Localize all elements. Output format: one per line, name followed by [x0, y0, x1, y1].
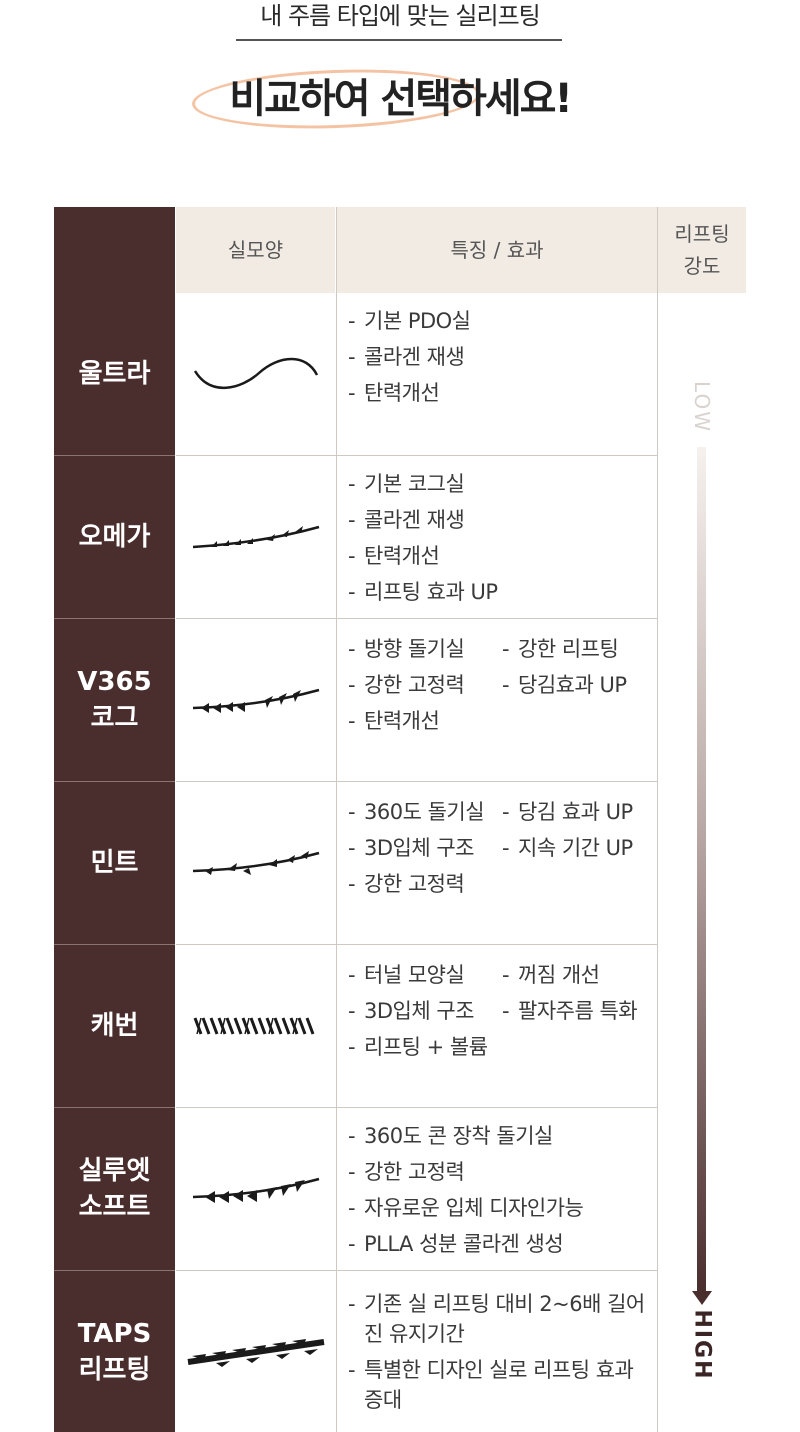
feature-item: 콜라겐 재생	[348, 339, 658, 375]
row-divider	[176, 1270, 658, 1271]
thread-shape-mint	[176, 782, 336, 944]
mint-thread-icon	[192, 851, 320, 875]
arrow-down-icon	[692, 1291, 712, 1305]
column-header-features: 특징 / 효과	[337, 207, 657, 293]
page-title: 비교하여 선택하세요!	[229, 76, 572, 122]
ultra-thread-icon	[193, 357, 319, 389]
thread-shape-v365	[176, 619, 336, 781]
feature-item: 360도 돌기실	[348, 794, 502, 830]
thread-shape-caven	[176, 945, 336, 1107]
row-divider	[54, 618, 175, 619]
feature-item: 360도 콘 장착 돌기실	[348, 1118, 658, 1154]
feature-item: 강한 리프팅	[502, 631, 656, 667]
feature-item: 당김효과 UP	[502, 667, 656, 703]
features-cell: 방향 돌기실 강한 리프팅 강한 고정력 당김효과 UP 탄력개선	[348, 631, 658, 739]
feature-item: 터널 모양실	[348, 957, 502, 993]
feature-item: PLLA 성분 콜라겐 생성	[348, 1226, 658, 1262]
feature-item: 강한 고정력	[348, 866, 502, 902]
features-cell: 기본 PDO실 콜라겐 재생 탄력개선	[348, 303, 658, 411]
thread-shape-omega	[176, 456, 336, 618]
thread-name-cell: 울트라	[54, 293, 175, 455]
thread-shape-taps	[176, 1271, 336, 1432]
column-divider	[336, 207, 337, 1432]
caven-thread-icon	[193, 1017, 315, 1035]
page-subtitle: 내 주름 타입에 맞는 실리프팅	[260, 2, 540, 30]
row-divider	[54, 781, 175, 782]
scale-low-label: LOW	[690, 381, 714, 433]
feature-item: 3D입체 구조	[348, 993, 502, 1029]
feature-item: 기존 실 리프팅 대비 2~6배 길어진 유지기간	[348, 1289, 658, 1349]
row-divider	[176, 944, 658, 945]
row-divider	[176, 618, 658, 619]
intensity-header-label: 리프팅 강도	[674, 222, 730, 278]
row-divider	[176, 1107, 658, 1108]
taps-thread-icon	[187, 1338, 325, 1367]
features-cell: 360도 콘 장착 돌기실 강한 고정력 자유로운 입체 디자인가능 PLLA …	[348, 1118, 658, 1262]
omega-thread-icon	[192, 525, 320, 549]
feature-item: 리프팅 효과 UP	[348, 574, 658, 610]
features-cell: 360도 돌기실 당김 효과 UP 3D입체 구조 지속 기간 UP 강한 고정…	[348, 794, 658, 902]
header-corner-cell	[54, 207, 175, 293]
feature-item: 특별한 디자인 실로 리프팅 효과 증대	[348, 1355, 658, 1415]
feature-item: 강한 고정력	[348, 1154, 658, 1190]
lifting-intensity-scale: LOW HIGH	[658, 293, 746, 1432]
silhouette-soft-thread-icon	[192, 1177, 320, 1203]
scale-high-label: HIGH	[689, 1309, 715, 1381]
feature-item: 방향 돌기실	[348, 631, 502, 667]
feature-item: 지속 기간 UP	[502, 830, 656, 866]
row-divider	[176, 781, 658, 782]
feature-item: 리프팅 + 볼륨	[348, 1029, 502, 1065]
intensity-gradient-bar	[697, 447, 706, 1293]
feature-item: 팔자주름 특화	[502, 993, 656, 1029]
feature-item: 3D입체 구조	[348, 830, 502, 866]
row-divider	[54, 944, 175, 945]
thread-shape-ultra	[176, 293, 336, 455]
thread-name-cell: 실루엣 소프트	[54, 1108, 175, 1270]
feature-item: 기본 코그실	[348, 466, 658, 502]
column-header-shape: 실모양	[176, 207, 335, 293]
features-cell: 기존 실 리프팅 대비 2~6배 길어진 유지기간 특별한 디자인 실로 리프팅…	[348, 1289, 658, 1421]
feature-item: 기본 PDO실	[348, 303, 658, 339]
column-header-intensity: 리프팅 강도	[658, 207, 746, 293]
row-divider	[54, 1270, 175, 1271]
thread-name-cell: 캐번	[54, 945, 175, 1107]
header: 내 주름 타입에 맞는 실리프팅 비교하여 선택하세요!	[0, 0, 800, 200]
thread-name-cell: 민트	[54, 782, 175, 944]
row-divider	[176, 455, 658, 456]
v365-cog-thread-icon	[192, 688, 320, 713]
row-divider	[54, 1107, 175, 1108]
feature-item: 강한 고정력	[348, 667, 502, 703]
feature-item: 꺼짐 개선	[502, 957, 656, 993]
feature-item: 탄력개선	[348, 538, 658, 574]
feature-item: 자유로운 입체 디자인가능	[348, 1190, 658, 1226]
row-divider	[54, 455, 175, 456]
comparison-table: 실모양 특징 / 효과 리프팅 강도 울트라 기본 PDO실 콜라겐 재생 탄력…	[54, 207, 746, 1432]
features-cell: 터널 모양실 꺼짐 개선 3D입체 구조 팔자주름 특화 리프팅 + 볼륨	[348, 957, 658, 1065]
thread-name-cell: 오메가	[54, 456, 175, 618]
subtitle-underline	[236, 39, 562, 41]
column-divider	[657, 207, 658, 1432]
feature-item: 당김 효과 UP	[502, 794, 656, 830]
feature-item: 콜라겐 재생	[348, 502, 658, 538]
features-cell: 기본 코그실 콜라겐 재생 탄력개선 리프팅 효과 UP	[348, 466, 658, 610]
thread-name-cell: V365 코그	[54, 619, 175, 781]
thread-shape-silhouette	[176, 1108, 336, 1270]
thread-name-cell: TAPS 리프팅	[54, 1271, 175, 1432]
feature-item: 탄력개선	[348, 703, 502, 739]
feature-item: 탄력개선	[348, 375, 658, 411]
